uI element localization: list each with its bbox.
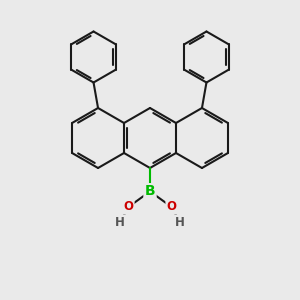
Text: H: H <box>175 216 185 229</box>
Text: O: O <box>123 200 134 214</box>
Text: O: O <box>167 200 177 214</box>
Text: H: H <box>115 216 125 229</box>
Text: B: B <box>145 184 155 198</box>
